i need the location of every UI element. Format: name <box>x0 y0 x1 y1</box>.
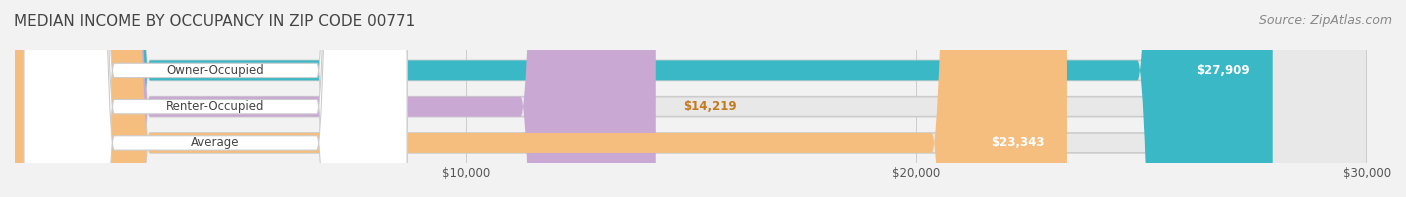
Text: $14,219: $14,219 <box>683 100 737 113</box>
Text: Average: Average <box>191 136 240 149</box>
FancyBboxPatch shape <box>24 0 408 197</box>
FancyBboxPatch shape <box>15 0 1367 197</box>
Text: Source: ZipAtlas.com: Source: ZipAtlas.com <box>1258 14 1392 27</box>
FancyBboxPatch shape <box>24 0 408 197</box>
Text: Owner-Occupied: Owner-Occupied <box>167 64 264 77</box>
FancyBboxPatch shape <box>15 0 655 197</box>
Text: MEDIAN INCOME BY OCCUPANCY IN ZIP CODE 00771: MEDIAN INCOME BY OCCUPANCY IN ZIP CODE 0… <box>14 14 415 29</box>
FancyBboxPatch shape <box>15 0 1067 197</box>
Text: $27,909: $27,909 <box>1197 64 1250 77</box>
FancyBboxPatch shape <box>15 0 1272 197</box>
Text: Renter-Occupied: Renter-Occupied <box>166 100 264 113</box>
FancyBboxPatch shape <box>15 0 1367 197</box>
FancyBboxPatch shape <box>15 0 1367 197</box>
Text: $23,343: $23,343 <box>991 136 1045 149</box>
FancyBboxPatch shape <box>24 0 408 197</box>
